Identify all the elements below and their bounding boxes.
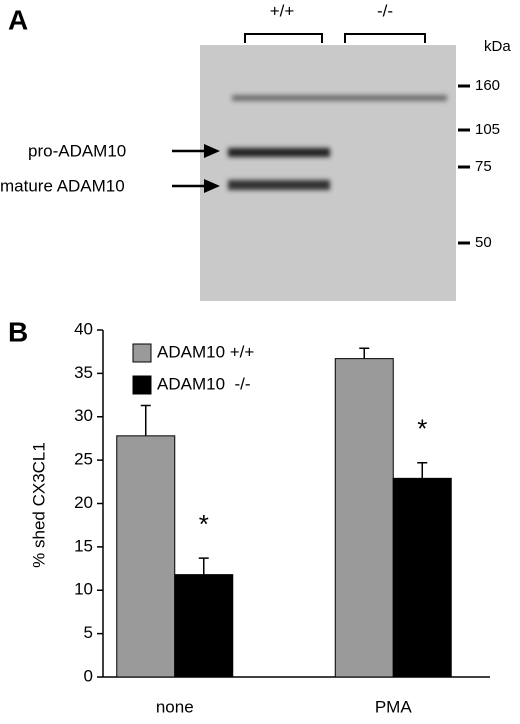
legend-swatch: [132, 375, 152, 395]
legend-swatch: [132, 343, 152, 363]
panel-label: B: [8, 316, 28, 347]
y-tick-label: 20: [74, 493, 93, 512]
y-tick-label: 35: [74, 363, 93, 382]
plot: 0 5 10 15 20 25 30 35 40 none * PMA * ADAM10 +/+ ADAM1…: [74, 319, 490, 716]
y-tick-label: 15: [74, 536, 93, 555]
blot-bands: [228, 95, 447, 190]
bar: [116, 435, 176, 678]
x-tick-label: none: [156, 697, 194, 716]
x-tick-label: PMA: [375, 697, 413, 716]
error-bar: [198, 557, 209, 575]
bar: [334, 358, 394, 678]
lane-label: +/+: [270, 1, 295, 20]
marker-label: 105: [475, 121, 500, 138]
unit-label: kDa: [484, 38, 511, 55]
marker-ticks: [458, 84, 470, 245]
band-label: pro-ADAM10: [28, 141, 126, 160]
blot: [200, 45, 456, 301]
lane-brackets: [244, 33, 426, 43]
arrow-heads: [204, 144, 220, 193]
y-axis-label: % shed CX3CL1: [29, 442, 48, 568]
legend-label: ADAM10 +/+: [157, 342, 254, 361]
band-arrows: [172, 149, 208, 188]
lane-label: -/-: [377, 1, 393, 20]
error-bar: [140, 404, 151, 436]
panel-label: A: [8, 4, 28, 35]
y-tick-label: 5: [84, 623, 93, 642]
bar: [174, 574, 234, 678]
error-bar: [417, 461, 428, 479]
marker-label: 50: [475, 234, 492, 251]
y-tick-label: 10: [74, 580, 93, 599]
annotation: *: [199, 509, 209, 539]
y-tick-label: 40: [74, 319, 93, 338]
y-tick-label: 25: [74, 450, 93, 469]
legend-label: ADAM10 -/-: [157, 374, 251, 393]
y-tick-label: 30: [74, 406, 93, 425]
marker-label: 75: [475, 158, 492, 175]
bar: [392, 477, 452, 678]
error-bar: [359, 347, 370, 359]
band-label: mature ADAM10: [0, 176, 125, 195]
annotation: *: [417, 414, 427, 444]
y-tick-label: 0: [84, 666, 93, 685]
marker-label: 160: [475, 77, 500, 94]
